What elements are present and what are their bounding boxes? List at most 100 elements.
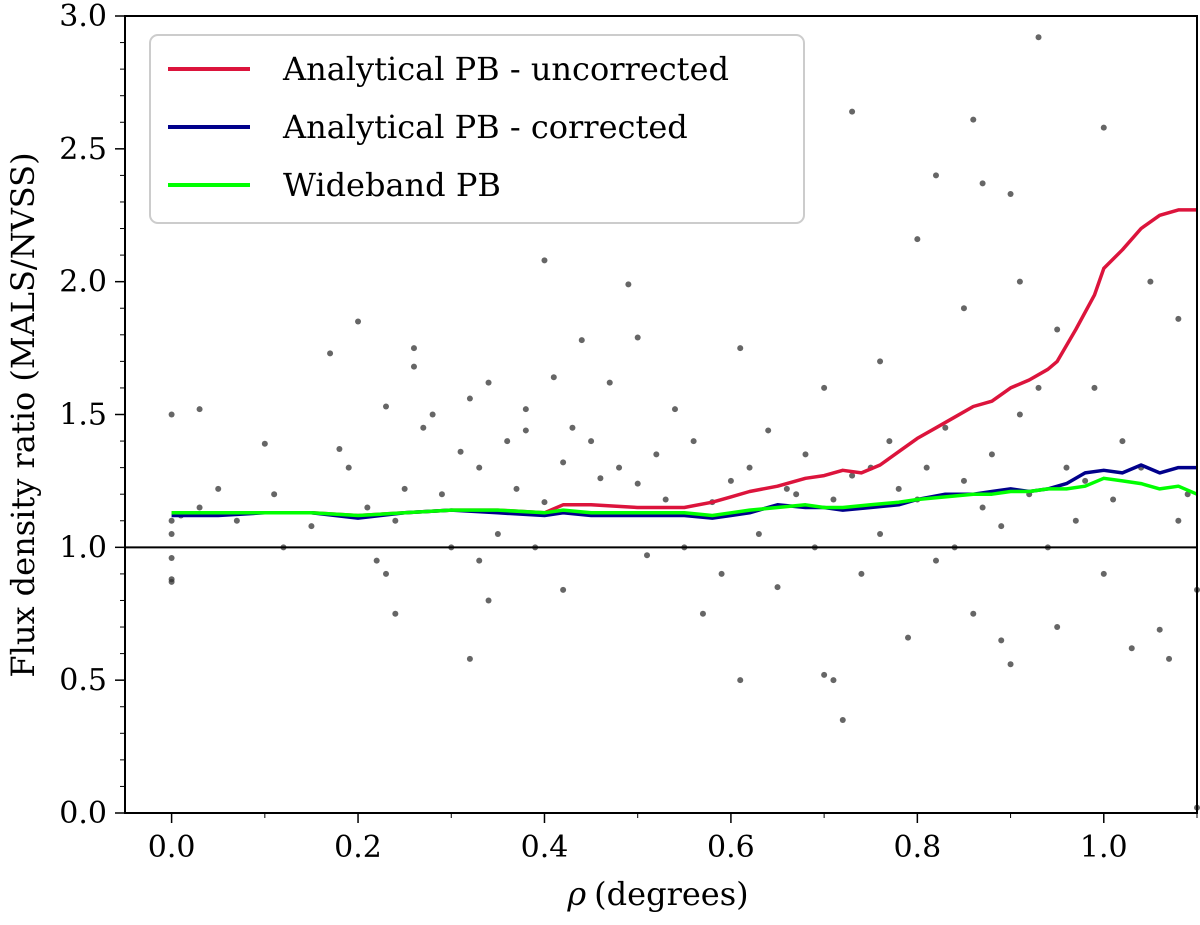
scatter-point xyxy=(653,451,660,458)
y-tick-label: 3.0 xyxy=(59,0,107,34)
scatter-point xyxy=(849,472,856,479)
scatter-point xyxy=(690,438,697,445)
scatter-point xyxy=(308,523,315,530)
scatter-point xyxy=(410,363,417,370)
scatter-point xyxy=(970,116,977,123)
y-tick-label: 1.5 xyxy=(59,398,107,433)
scatter-point xyxy=(1147,278,1154,285)
scatter-point xyxy=(886,438,893,445)
legend: Analytical PB - uncorrected Analytical P… xyxy=(149,34,805,224)
plot-frame xyxy=(124,15,1198,814)
legend-box xyxy=(149,34,805,224)
scatter-point xyxy=(1110,496,1117,503)
scatter-point xyxy=(1119,438,1126,445)
scatter-point xyxy=(830,677,837,684)
scatter-point xyxy=(504,438,511,445)
scatter-point xyxy=(1035,34,1042,41)
series-lines xyxy=(171,208,1198,520)
scatter-point xyxy=(420,424,427,431)
scatter-point xyxy=(1100,124,1107,131)
scatter-point xyxy=(168,576,175,583)
scatter-point xyxy=(466,395,473,402)
scatter-point xyxy=(383,403,390,410)
scatter-point xyxy=(783,485,790,492)
scatter-point xyxy=(932,172,939,179)
scatter-point xyxy=(401,485,408,492)
x-tick-label: 0.0 xyxy=(148,830,196,865)
scatter-point xyxy=(578,337,585,344)
scatter-point xyxy=(196,504,203,511)
x-tick-label: 1.0 xyxy=(1080,830,1128,865)
scatter-point xyxy=(336,446,343,453)
scatter-point xyxy=(718,570,725,577)
series-line-corrected xyxy=(171,463,1197,520)
scatter-point xyxy=(737,677,744,684)
x-tick-label: 0.4 xyxy=(521,830,569,865)
scatter-point xyxy=(644,552,651,559)
scatter-point xyxy=(215,485,222,492)
scatter-point xyxy=(168,517,175,524)
x-axis-unit: (degrees) xyxy=(594,875,748,913)
scatter-point xyxy=(392,517,399,524)
scatter-point xyxy=(541,499,548,506)
scatter-point xyxy=(727,477,734,484)
y-tick-label: 0.5 xyxy=(59,663,107,698)
scatter-point xyxy=(261,440,268,447)
scatter-point xyxy=(327,350,334,357)
scatter-point xyxy=(960,477,967,484)
x-tick-label: 0.8 xyxy=(893,830,941,865)
scatter-point xyxy=(998,523,1005,530)
scatter-point xyxy=(1175,517,1182,524)
scatter-point xyxy=(355,318,362,325)
x-axis-symbol: ρ xyxy=(566,875,586,913)
scatter-point xyxy=(168,411,175,418)
scatter-points xyxy=(168,34,1200,811)
scatter-point xyxy=(765,427,772,434)
scatter-point xyxy=(802,451,809,458)
scatter-point xyxy=(466,655,473,662)
scatter-point xyxy=(1007,190,1014,197)
scatter-point xyxy=(1016,411,1023,418)
scatter-point xyxy=(970,610,977,617)
scatter-point xyxy=(569,424,576,431)
scatter-point xyxy=(839,717,846,724)
scatter-point xyxy=(737,345,744,352)
scatter-point xyxy=(746,464,753,471)
scatter-point xyxy=(1175,315,1182,322)
scatter-point xyxy=(1082,477,1089,484)
scatter-point xyxy=(923,464,930,471)
scatter-point xyxy=(662,496,669,503)
scatter-point xyxy=(774,584,781,591)
scatter-point xyxy=(877,358,884,365)
scatter-point xyxy=(606,379,613,386)
scatter-point xyxy=(429,411,436,418)
scatter-point xyxy=(522,406,529,413)
scatter-point xyxy=(1128,645,1135,652)
scatter-point xyxy=(634,480,641,487)
scatter-point xyxy=(821,671,828,678)
scatter-point xyxy=(1091,384,1098,391)
y-tick-label: 2.5 xyxy=(59,132,107,167)
y-tick-label: 0.0 xyxy=(59,796,107,831)
scatter-point xyxy=(1156,626,1163,633)
scatter-point xyxy=(438,491,445,498)
scatter-point xyxy=(1072,517,1079,524)
scatter-point xyxy=(457,448,464,455)
scatter-point xyxy=(671,406,678,413)
scatter-point xyxy=(233,517,240,524)
scatter-point xyxy=(1035,384,1042,391)
scatter-point xyxy=(942,424,949,431)
y-axis-title: Flux density ratio (MALS/NVSS) xyxy=(4,152,42,677)
x-tick-labels: 0.0 0.2 0.4 0.6 0.8 1.0 xyxy=(148,830,1128,865)
scatter-point xyxy=(634,334,641,341)
scatter-point xyxy=(979,504,986,511)
scatter-point xyxy=(1007,661,1014,668)
scatter-point xyxy=(1063,464,1070,471)
scatter-point xyxy=(541,257,548,264)
series-line-uncorrected xyxy=(171,208,1197,518)
legend-label-wideband: Wideband PB xyxy=(283,166,501,204)
y-tick-label: 2.0 xyxy=(59,265,107,300)
scatter-point xyxy=(597,475,604,482)
scatter-point xyxy=(616,464,623,471)
